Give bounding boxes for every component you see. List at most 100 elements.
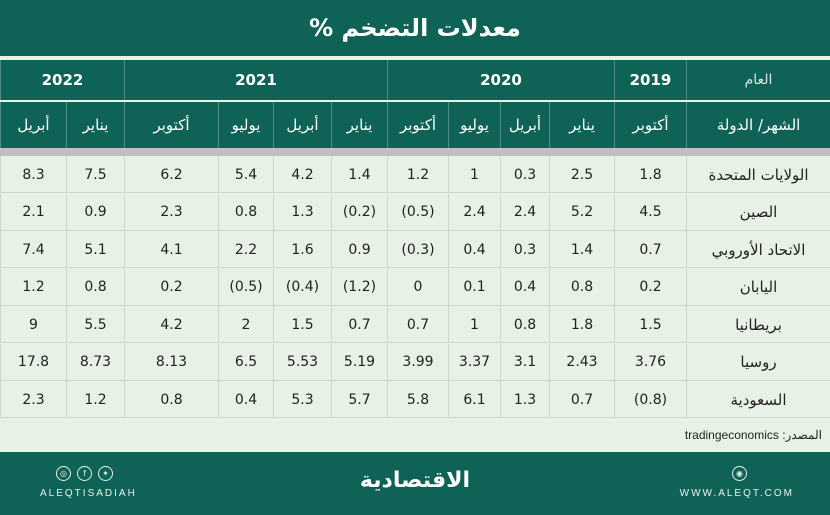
table-row: الصين 4.5 5.2 2.4 2.4 (0.5) (0.2) 1.3 0.8 2.3 0.9 2… [0, 193, 830, 231]
source-note: المصدر: tradingeconomics [684, 428, 822, 442]
inflation-value: 1.2 [66, 381, 124, 418]
year-header-cell: 2020 [387, 60, 614, 100]
inflation-value: 5.8 [387, 381, 448, 418]
table-row: الولايات المتحدة 1.8 2.5 0.3 1 1.2 1.4 4.2 5.4 6.… [0, 156, 830, 193]
inflation-value: 0.7 [387, 306, 448, 343]
month-header-cell: أبريل [500, 102, 549, 148]
month-header-cell: أكتوبر [124, 102, 218, 148]
inflation-value: 6.2 [124, 156, 218, 193]
inflation-value: 0.8 [500, 306, 549, 343]
page-title: معدلات التضخم % [0, 0, 830, 56]
country-name: اليابان [686, 268, 830, 306]
inflation-value: 9 [0, 306, 66, 343]
inflation-value: 8.73 [66, 343, 124, 381]
inflation-value: 5.7 [331, 381, 387, 418]
inflation-value: 8.3 [0, 156, 66, 193]
country-name: الولايات المتحدة [686, 156, 830, 193]
month-header-cell: يناير [331, 102, 387, 148]
inflation-value: (0.5) [218, 268, 273, 306]
inflation-value: 2.43 [549, 343, 614, 381]
inflation-value: 1.3 [500, 381, 549, 418]
month-header-cell: يناير [549, 102, 614, 148]
inflation-value: 4.5 [614, 193, 686, 231]
website-url[interactable]: WWW.ALEQT.COM [679, 488, 794, 499]
inflation-value: 0.8 [218, 193, 273, 231]
footer-bar: ◎ f ✦ ALEQTISADIAH الاقتصادية ◉ WWW.ALEQ… [0, 452, 830, 515]
year-label: العام [686, 60, 830, 100]
facebook-icon[interactable]: f [77, 466, 92, 481]
inflation-value: 5.2 [549, 193, 614, 231]
inflation-value: 0.7 [331, 306, 387, 343]
instagram-icon[interactable]: ◎ [56, 466, 71, 481]
inflation-value: 1.2 [387, 156, 448, 193]
inflation-value: 0.7 [549, 381, 614, 418]
table-row: الاتحاد الأوروبي 0.7 1.4 0.3 0.4 (0.3) 0.9 1.6 2… [0, 231, 830, 268]
inflation-value: (0.2) [331, 193, 387, 231]
inflation-value: 3.76 [614, 343, 686, 381]
inflation-value: 8.13 [124, 343, 218, 381]
inflation-value: 0.3 [500, 156, 549, 193]
country-name: السعودية [686, 381, 830, 418]
year-header-cell: 2019 [614, 60, 686, 100]
inflation-value: 3.99 [387, 343, 448, 381]
inflation-value: 5.5 [66, 306, 124, 343]
inflation-value: 0.4 [500, 268, 549, 306]
header-separator [0, 148, 830, 156]
inflation-value: 3.37 [448, 343, 500, 381]
country-name: الصين [686, 193, 830, 231]
inflation-value: 4.1 [124, 231, 218, 268]
inflation-value: 0.8 [549, 268, 614, 306]
globe-icon: ◉ [732, 466, 747, 481]
twitter-icon[interactable]: ✦ [98, 466, 113, 481]
inflation-value: 7.4 [0, 231, 66, 268]
inflation-value: 5.19 [331, 343, 387, 381]
inflation-value: 5.1 [66, 231, 124, 268]
month-header-cell: يوليو [448, 102, 500, 148]
table-row: اليابان 0.2 0.8 0.4 0.1 0 (1.2) (0.4) (0.5) 0.2 0.… [0, 268, 830, 306]
inflation-value: 6.1 [448, 381, 500, 418]
year-header-row: العام 2019 2020 2021 2022 [0, 60, 830, 100]
inflation-value: (0.3) [387, 231, 448, 268]
inflation-value: 0.7 [614, 231, 686, 268]
inflation-value: 1.8 [549, 306, 614, 343]
inflation-value: 5.4 [218, 156, 273, 193]
inflation-value: 17.8 [0, 343, 66, 381]
table-row: بريطانيا 1.5 1.8 0.8 1 0.7 0.7 1.5 2 4.2 5.5 9 [0, 306, 830, 343]
inflation-value: 1.6 [273, 231, 331, 268]
month-header-cell: يوليو [218, 102, 273, 148]
inflation-value: 2.1 [0, 193, 66, 231]
country-name: بريطانيا [686, 306, 830, 343]
inflation-value: 1.3 [273, 193, 331, 231]
month-header-row: الشهر/ الدولة أكتوبر يناير أبريل يوليو أكتوبر… [0, 100, 830, 148]
inflation-value: 1.2 [0, 268, 66, 306]
inflation-value: 4.2 [124, 306, 218, 343]
inflation-value: (0.5) [387, 193, 448, 231]
month-header-cell: يناير [66, 102, 124, 148]
year-header-cell: 2022 [0, 60, 124, 100]
month-header-cell: أبريل [273, 102, 331, 148]
inflation-value: 0.4 [218, 381, 273, 418]
month-header-cell: أكتوبر [614, 102, 686, 148]
inflation-value: 1 [448, 306, 500, 343]
inflation-value: 2.5 [549, 156, 614, 193]
publication-logo: الاقتصادية [359, 468, 471, 493]
inflation-value: (0.4) [273, 268, 331, 306]
inflation-value: 0.1 [448, 268, 500, 306]
inflation-value: 0.2 [614, 268, 686, 306]
inflation-value: 6.5 [218, 343, 273, 381]
inflation-value: 7.5 [66, 156, 124, 193]
inflation-value: 0.4 [448, 231, 500, 268]
inflation-value: 2.3 [0, 381, 66, 418]
inflation-value: 0.9 [331, 231, 387, 268]
inflation-value: 2.4 [500, 193, 549, 231]
inflation-value: 1.4 [331, 156, 387, 193]
inflation-value: 0.9 [66, 193, 124, 231]
inflation-value: 5.3 [273, 381, 331, 418]
country-name: الاتحاد الأوروبي [686, 231, 830, 268]
inflation-value: (0.8) [614, 381, 686, 418]
month-header-cell: أكتوبر [387, 102, 448, 148]
social-icons: ◎ f ✦ [56, 466, 113, 481]
inflation-value: 0.2 [124, 268, 218, 306]
inflation-value: 0.8 [124, 381, 218, 418]
